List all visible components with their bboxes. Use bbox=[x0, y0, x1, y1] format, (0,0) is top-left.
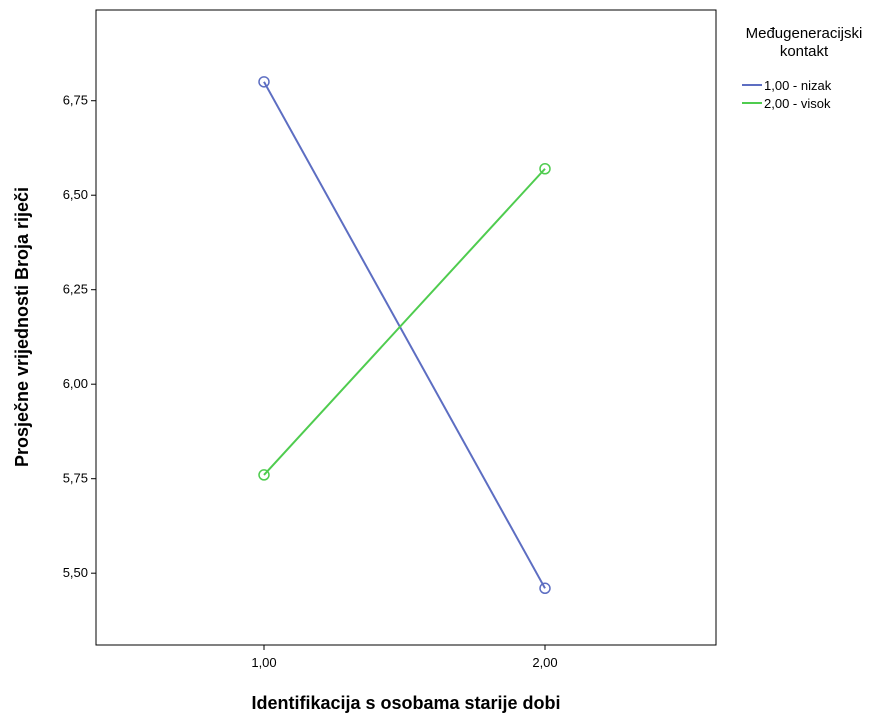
x-tick-label: 2,00 bbox=[532, 655, 557, 670]
series-line bbox=[263, 168, 546, 476]
data-point-marker bbox=[539, 582, 551, 595]
y-tick-label: 6,25 bbox=[63, 282, 88, 297]
data-point-marker bbox=[258, 469, 270, 481]
plot-area-frame bbox=[95, 9, 717, 646]
y-axis-title: Prosječne vrijednosti Broja riječi bbox=[12, 187, 32, 467]
legend: Međugeneracijski kontakt 1,00 - nizak 2,0… bbox=[742, 25, 862, 111]
data-point-marker bbox=[258, 76, 270, 88]
legend-title-line-2: kontakt bbox=[780, 43, 829, 60]
legend-label: 1,00 - nizak bbox=[764, 78, 832, 93]
x-axis-title: Identifikacija s osobama starije dobi bbox=[251, 693, 560, 713]
x-tick-label: 1,00 bbox=[251, 655, 276, 670]
x-axis: 1,00 2,00 bbox=[251, 645, 558, 670]
series-2 bbox=[258, 163, 551, 481]
y-tick-label: 6,75 bbox=[63, 93, 88, 108]
legend-items: 1,00 - nizak 2,00 - visok bbox=[742, 78, 832, 111]
y-tick-label: 6,00 bbox=[63, 376, 88, 391]
series-line bbox=[263, 81, 546, 589]
legend-title-line-1: Međugeneracijski bbox=[746, 25, 863, 42]
y-axis: 5,50 5,75 6,00 6,25 6,50 6,75 bbox=[63, 93, 96, 580]
series-layer bbox=[258, 76, 551, 595]
data-point-marker bbox=[539, 163, 551, 175]
legend-label: 2,00 - visok bbox=[764, 96, 831, 111]
y-tick-label: 5,50 bbox=[63, 565, 88, 580]
series-1 bbox=[258, 76, 551, 595]
y-tick-label: 6,50 bbox=[63, 187, 88, 202]
y-tick-label: 5,75 bbox=[63, 471, 88, 486]
